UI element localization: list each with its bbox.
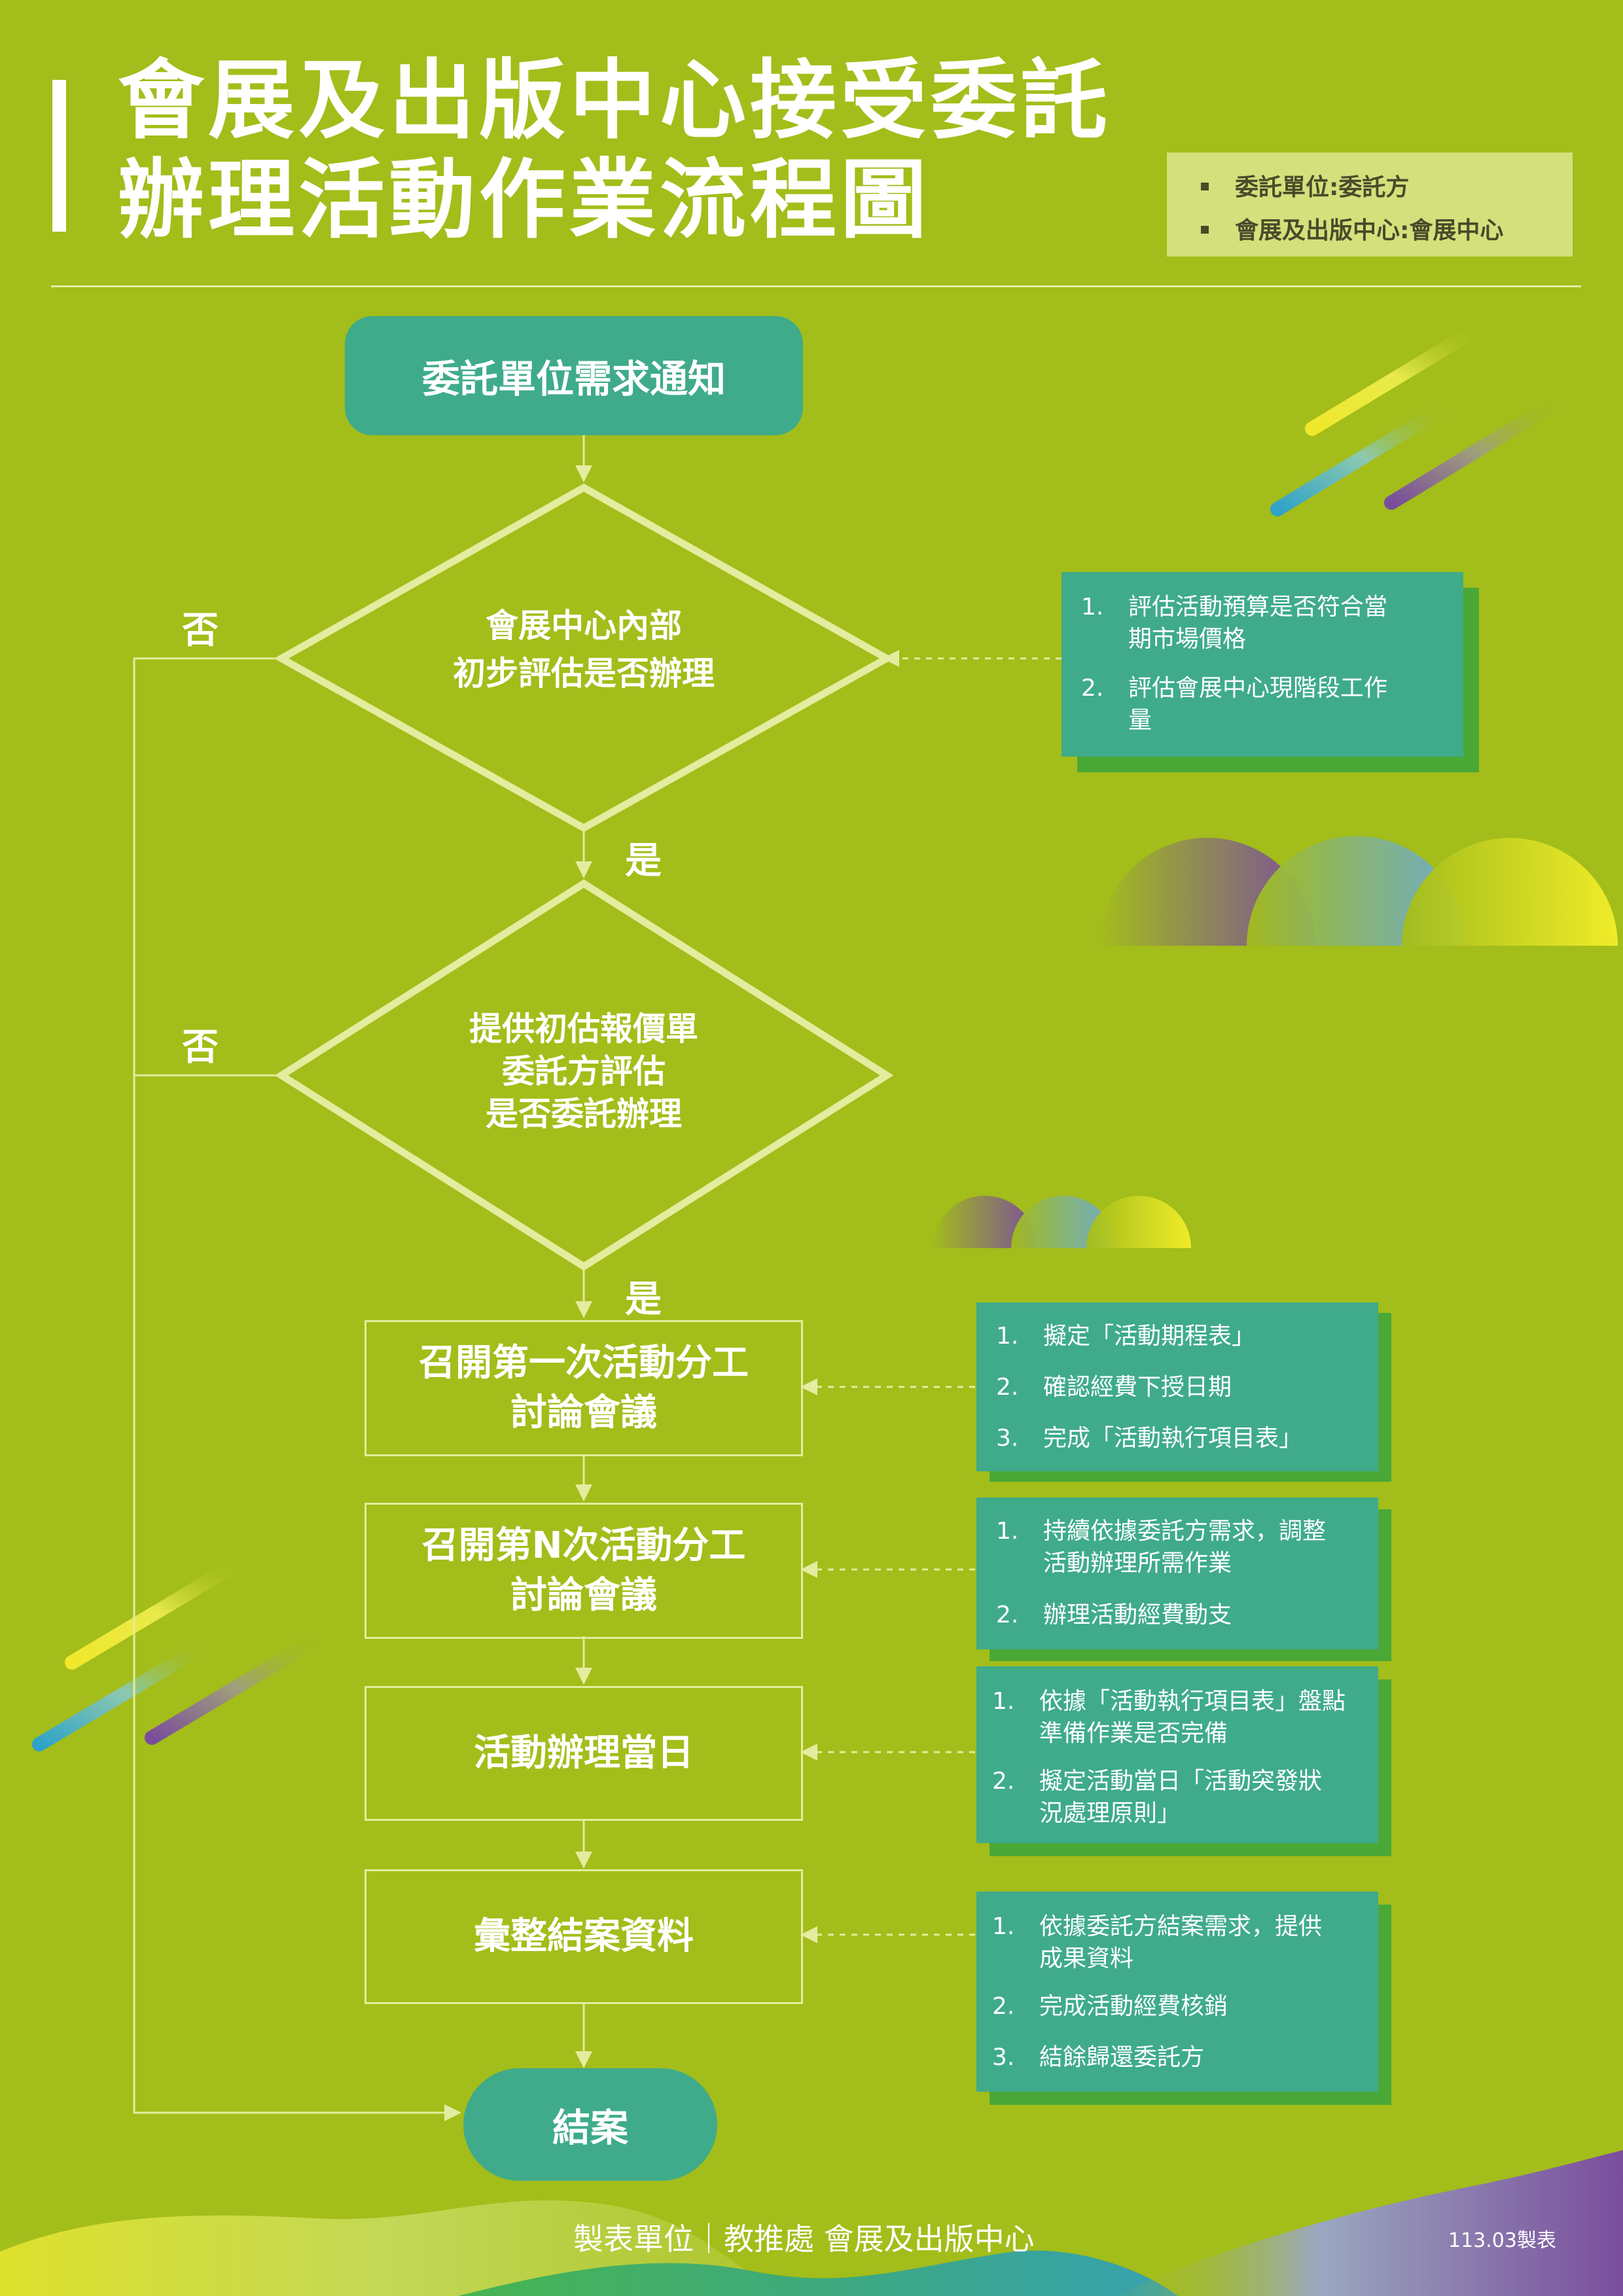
decision2-diamond — [274, 879, 894, 1271]
note-item: 2. 完成活動經費核銷 — [992, 1993, 1228, 2020]
note-day: 1. 依據「活動執行項目表」盤點 準備作業是否完備 2. 擬定活動當日「活動突發狀… — [976, 1666, 1378, 1843]
note-compile: 1. 依據委託方結案需求，提供 成果資料 2. 完成活動經費核銷 3. 結餘歸還委託方 — [976, 1892, 1378, 2092]
step-event-day: 活動辦理當日 — [365, 1686, 803, 1821]
step-first-meeting-label: 召開第一次活動分工 討論會議 — [419, 1342, 749, 1434]
note-item: 3. 結餘歸還委託方 — [992, 2044, 1205, 2071]
decision1-label: 會展中心內部 初步評估是否辦理 — [387, 602, 780, 697]
note-item: 3. 完成「活動執行項目表」 — [996, 1425, 1303, 1452]
legend-item-label: 委託單位:委託方 — [1235, 174, 1410, 201]
no-label-2: 否 — [182, 1026, 219, 1069]
note-item: 1. 依據委託方結案需求，提供 成果資料 — [992, 1913, 1323, 1972]
note-item: 1. 擬定「活動期程表」 — [996, 1323, 1256, 1350]
title-divider — [51, 285, 1581, 287]
note-item: 2. 評估會展中心現階段工作量 — [1081, 675, 1388, 734]
decision2-label-line: 是否委託辦理 — [486, 1095, 682, 1133]
yes-label-2: 是 — [625, 1278, 662, 1321]
footer-date: 113.03製表 — [1448, 2229, 1556, 2252]
decision2-label: 提供初估報價單 委託方評估 是否委託辦理 — [387, 1008, 780, 1136]
note-stepN: 1. 持續依據委託方需求，調整 活動辦理所需作業 2. 辦理活動經費動支 — [976, 1498, 1378, 1649]
no-label-1: 否 — [182, 609, 219, 652]
decision1-diamond — [274, 483, 895, 833]
page-title-line1: 會展及出版中心接受委託 — [118, 50, 1111, 151]
end-node-label: 結案 — [552, 2106, 628, 2150]
note-item: 1. 評估活動預算是否符合當 期市場價格 — [1081, 594, 1388, 653]
note-decision1: 1. 評估活動預算是否符合當 期市場價格 2. 評估會展中心現階段工作量 — [1061, 572, 1463, 757]
note-step1: 1. 擬定「活動期程表」 2. 確認經費下授日期 3. 完成「活動執行項目表」 — [976, 1302, 1378, 1471]
bullet-icon — [1201, 226, 1209, 234]
step-nth-meeting-label: 召開第N次活動分工 討論會議 — [421, 1524, 746, 1617]
step-first-meeting: 召開第一次活動分工 討論會議 — [365, 1320, 803, 1456]
note-item: 2. 辦理活動經費動支 — [996, 1602, 1232, 1628]
decision1-label-line: 初步評估是否辦理 — [453, 654, 715, 692]
page-title-line2: 辦理活動作業流程圖 — [118, 150, 931, 251]
legend-box — [1167, 152, 1573, 257]
legend-item-label: 會展及出版中心:會展中心 — [1235, 217, 1504, 244]
yes-label-1: 是 — [625, 840, 662, 882]
step-compile-closing: 彙整結案資料 — [365, 1869, 803, 2004]
decision2-label-line: 提供初估報價單 — [469, 1010, 698, 1048]
note-item: 1. 持續依據委託方需求，調整 活動辦理所需作業 — [996, 1518, 1327, 1577]
step-compile-closing-label: 彙整結案資料 — [474, 1915, 694, 1958]
step-nth-meeting: 召開第N次活動分工 討論會議 — [365, 1503, 803, 1639]
start-node-label: 委託單位需求通知 — [421, 357, 726, 401]
title-accent-bar — [52, 80, 66, 232]
decision1-label-line: 會展中心內部 — [486, 607, 682, 645]
note-item: 2. 確認經費下授日期 — [996, 1374, 1232, 1401]
decision2-label-line: 委託方評估 — [502, 1052, 666, 1090]
note-item: 1. 依據「活動執行項目表」盤點 準備作業是否完備 — [992, 1688, 1346, 1747]
note-item: 2. 擬定活動當日「活動突發狀 況處理原則」 — [992, 1768, 1323, 1827]
bullet-icon — [1201, 183, 1209, 190]
legend-item-client: 委託單位:委託方 — [1201, 168, 1409, 202]
footer-maker: 製表單位｜教推處 會展及出版中心 — [573, 2221, 1035, 2257]
step-event-day-label: 活動辦理當日 — [474, 1732, 694, 1775]
legend-item-center: 會展及出版中心:會展中心 — [1201, 211, 1503, 245]
start-node: 委託單位需求通知 — [345, 316, 803, 435]
end-node: 結案 — [463, 2068, 717, 2181]
